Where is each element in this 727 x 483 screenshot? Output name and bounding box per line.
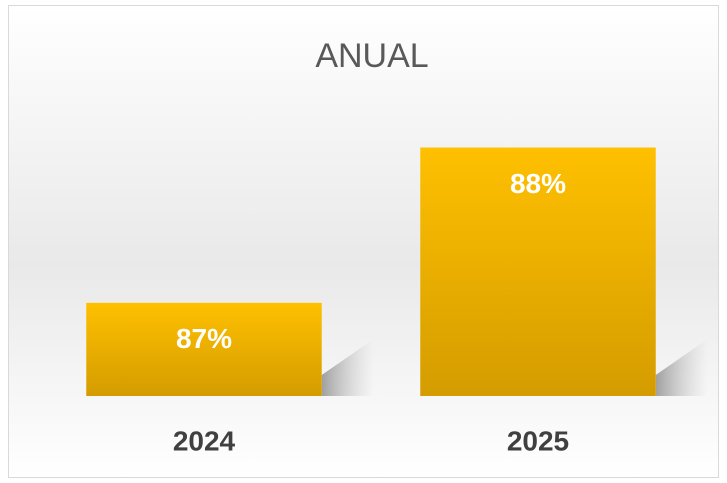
- bar-shadow: [321, 339, 374, 396]
- x-tick-label: 2025: [507, 425, 569, 456]
- bar: [420, 147, 656, 396]
- chart-title: ANUAL: [315, 37, 428, 75]
- x-tick-label: 2024: [173, 425, 236, 456]
- bar: [86, 302, 322, 396]
- bar-shadow: [655, 339, 708, 396]
- data-label: 88%: [510, 168, 566, 199]
- data-label: 87%: [176, 323, 232, 354]
